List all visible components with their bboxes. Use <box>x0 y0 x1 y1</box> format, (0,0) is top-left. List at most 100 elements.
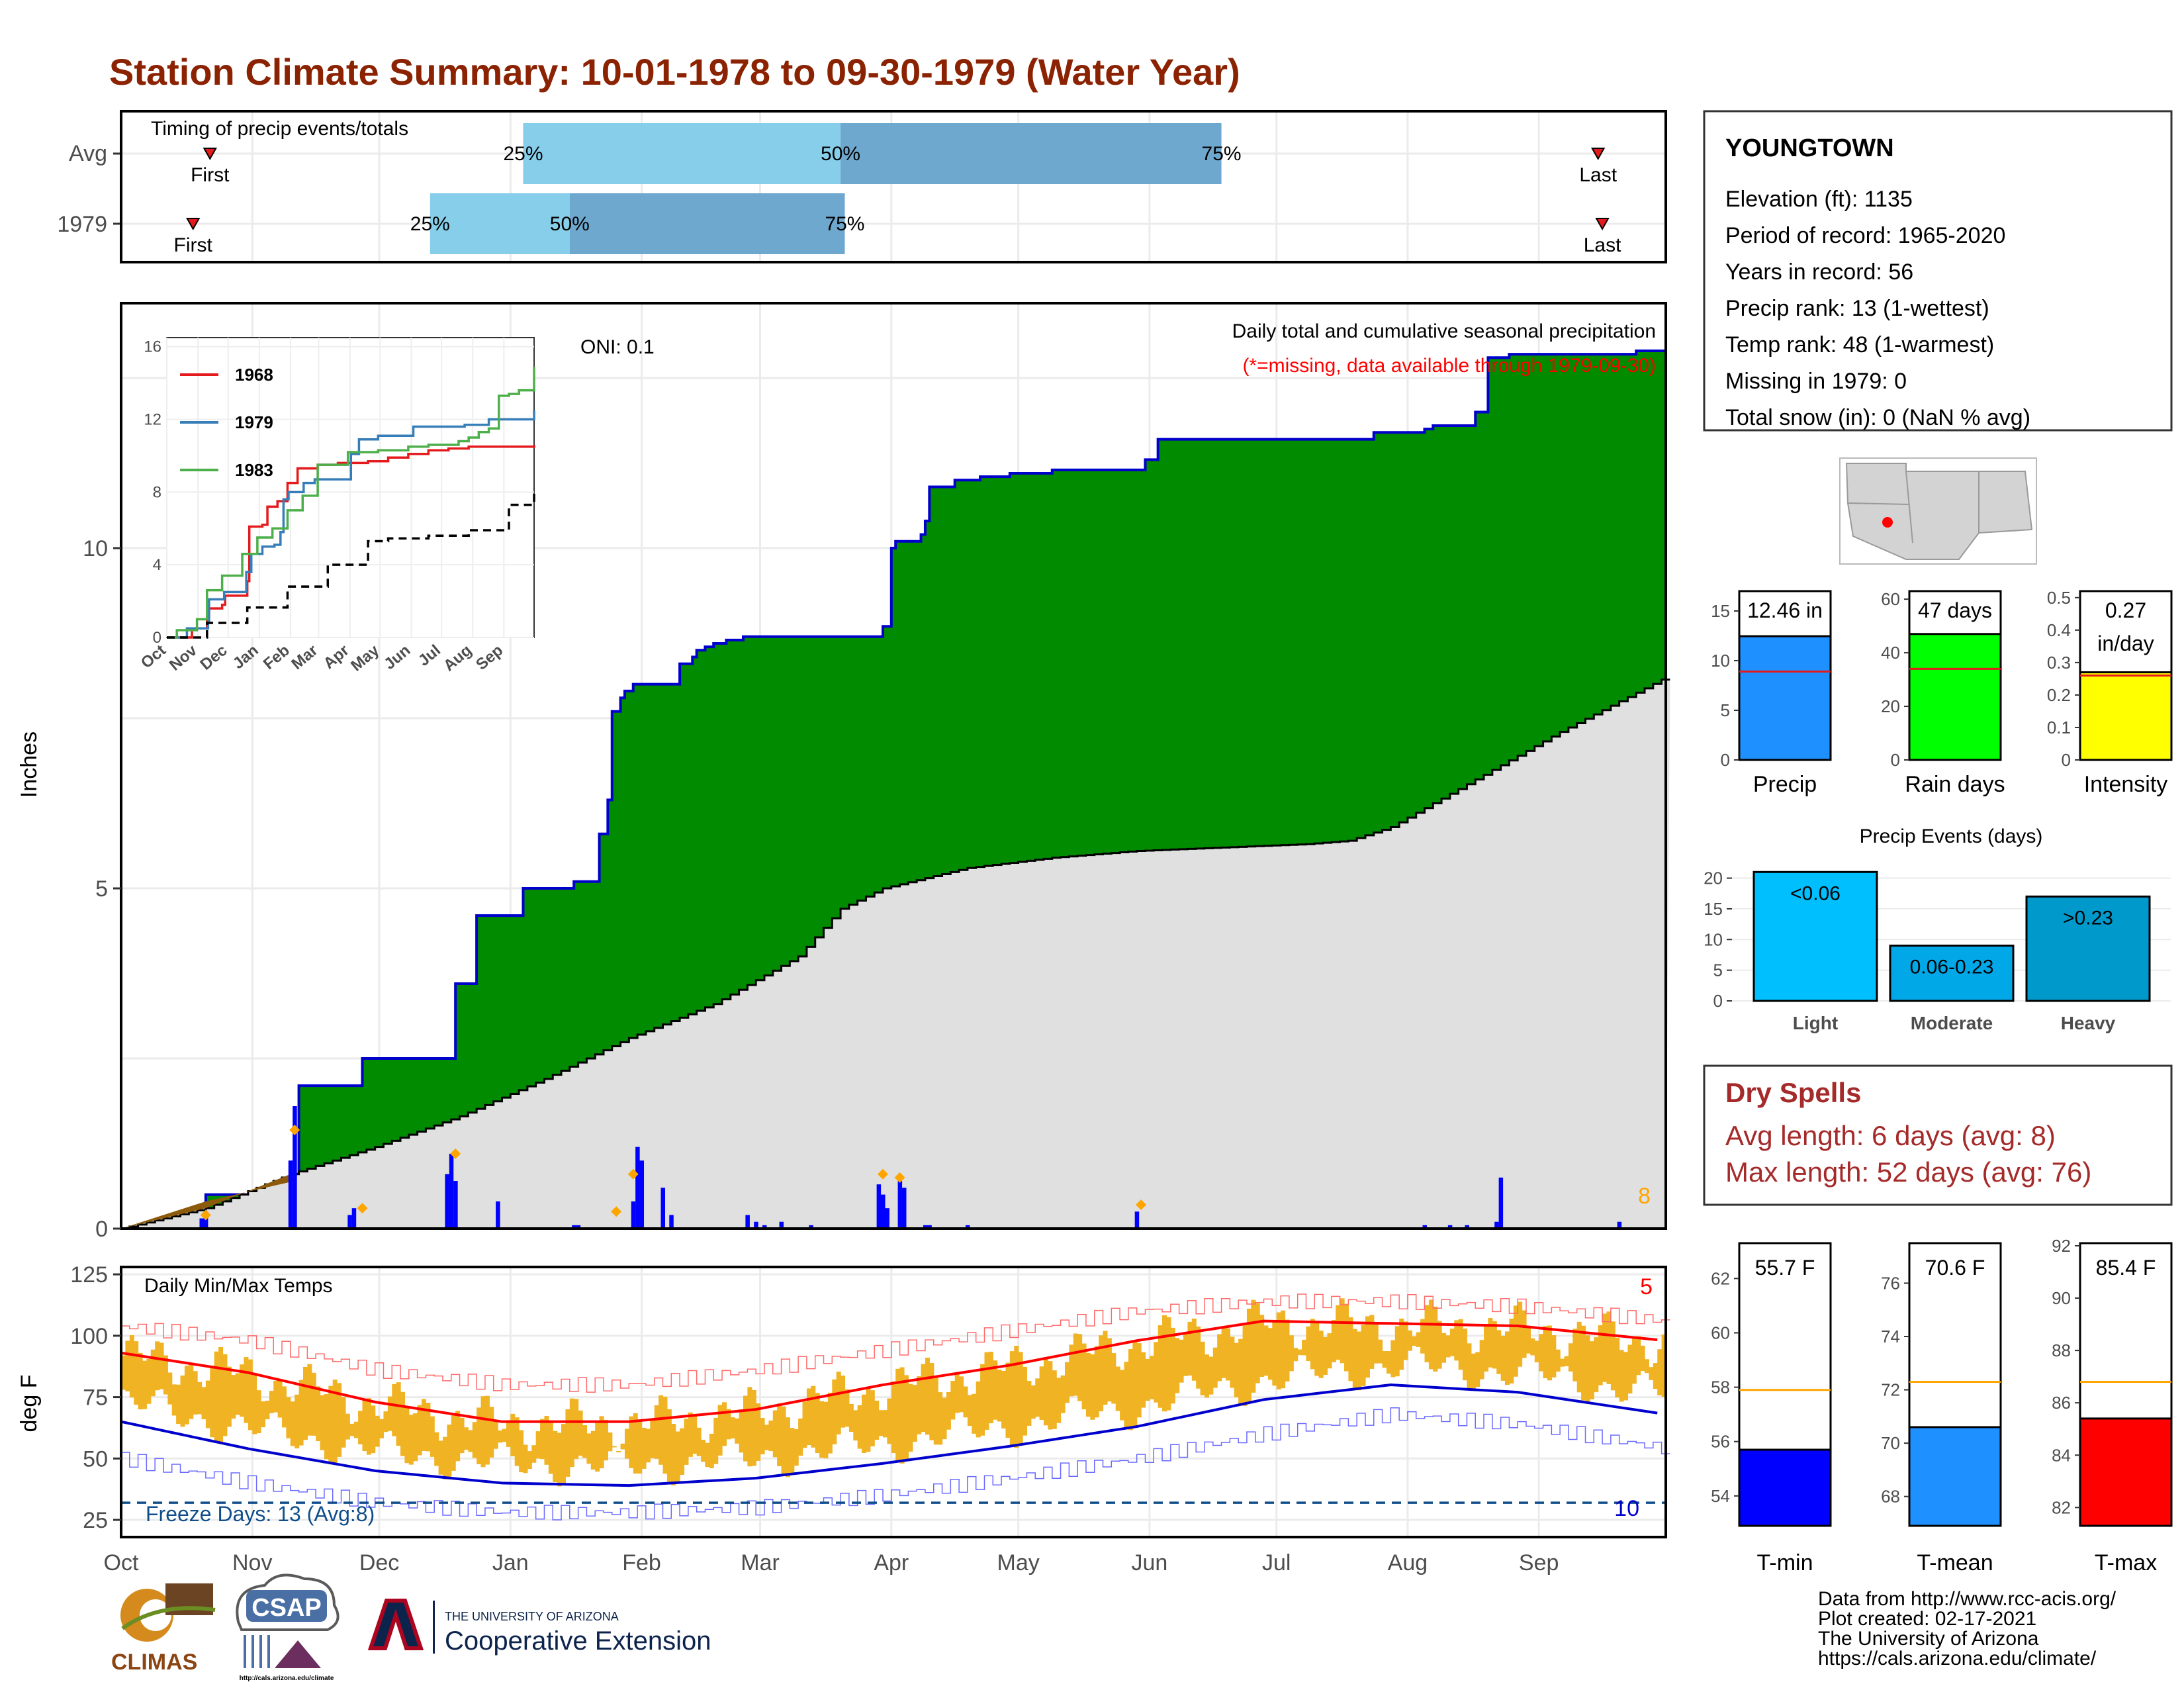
temp-summary-y-tick: 84 <box>2052 1445 2071 1465</box>
precip-event-bar <box>2025 895 2151 1002</box>
daily-temp-bar <box>1340 1298 1345 1364</box>
daily-temp-bar <box>548 1422 553 1474</box>
hot-day-count: 5 <box>1640 1274 1653 1299</box>
summary-bar <box>1738 635 1832 761</box>
daily-temp-bar <box>1357 1331 1362 1391</box>
temp-summary-y-tick: 90 <box>2052 1288 2071 1308</box>
daily-precip-bar <box>885 1208 889 1229</box>
daily-temp-bar <box>514 1417 520 1466</box>
daily-temp-bar <box>349 1423 355 1436</box>
daily-precip-bar <box>1494 1221 1499 1229</box>
daily-temp-bar <box>633 1413 638 1474</box>
timing-p25-label: 25% <box>410 213 450 235</box>
daily-temp-bar <box>1373 1324 1379 1364</box>
station-line: Elevation (ft): 1135 <box>1725 187 1913 212</box>
daily-temp-bar <box>684 1419 689 1465</box>
daily-precip-bar <box>1447 1225 1453 1229</box>
events-y-tick: 15 <box>1704 899 1723 919</box>
precip-event-category-label: Heavy <box>2061 1013 2116 1033</box>
daily-temp-bar <box>557 1432 562 1487</box>
precip-deficit-area <box>121 1172 295 1229</box>
daily-temp-bar <box>1437 1321 1442 1369</box>
temp-y-tick: 100 <box>70 1324 108 1349</box>
temp-summary-bar <box>1908 1426 2002 1527</box>
precip-event-bar <box>1889 945 2015 1002</box>
temp-summary-y-tick: 70 <box>1881 1433 1900 1453</box>
precip-event-category-label: Light <box>1793 1013 1838 1033</box>
temp-summary-y-tick: 56 <box>1711 1432 1730 1452</box>
daily-temp-bar <box>1064 1362 1069 1403</box>
daily-temp-bar <box>921 1364 926 1432</box>
daily-temp-bar <box>899 1367 905 1464</box>
daily-temp-bar <box>645 1429 651 1463</box>
last-event-label: Last <box>1579 164 1617 186</box>
events-y-tick: 20 <box>1704 868 1723 888</box>
daily-temp-bar <box>1115 1366 1120 1411</box>
daily-temp-bar <box>1297 1349 1302 1356</box>
daily-temp-bar <box>586 1433 592 1464</box>
daily-temp-bar <box>375 1415 380 1447</box>
month-tick-label: Jul <box>1262 1550 1291 1575</box>
daily-precip-bar <box>897 1181 903 1229</box>
temp-panel: 25 50 75 100 125 deg F Daily Min/Max Temps F… <box>17 1262 1670 1538</box>
daily-temp-bar <box>1221 1326 1226 1378</box>
cumulative-precip-line <box>121 349 1666 1230</box>
summary-y-tick: 15 <box>1711 601 1730 621</box>
daily-temp-bar <box>1208 1356 1214 1395</box>
daily-temp-bar <box>358 1411 363 1444</box>
daily-temp-bar <box>848 1403 854 1432</box>
daily-temp-bar <box>1234 1342 1239 1397</box>
avg-max-line <box>120 1319 1658 1423</box>
daily-temp-bar <box>447 1425 452 1478</box>
temp-summary-category-label: T-mean <box>1917 1550 1993 1575</box>
summary-category-label: Intensity <box>2084 772 2168 797</box>
daily-temp-bar <box>426 1403 431 1452</box>
temp-summary-y-tick: 92 <box>2052 1236 2071 1256</box>
missing-data-note: (*=missing, data available through 1979-… <box>1242 355 1656 377</box>
daily-temp-bar <box>1094 1346 1099 1418</box>
daily-temp-bar <box>866 1387 871 1452</box>
daily-temp-bar <box>1136 1343 1142 1418</box>
daily-temp-bar <box>972 1393 977 1434</box>
daily-temp-bar <box>302 1366 308 1440</box>
daily-temp-bar <box>1475 1352 1480 1387</box>
heavy-precip-marker <box>357 1203 368 1214</box>
daily-temp-bar <box>1640 1345 1645 1372</box>
oni-label: ONI: 0.1 <box>580 336 655 358</box>
footer-line: Data from http://www.rcc-acis.org/ <box>1818 1588 2116 1610</box>
station-name: YOUNGTOWN <box>1725 134 1894 162</box>
inset-legend-label: 1968 <box>235 365 273 385</box>
daily-temp-bar <box>472 1422 477 1458</box>
daily-temp-bar <box>281 1386 287 1428</box>
daily-precip-bar <box>639 1160 645 1229</box>
dry-spells-avg: Avg length: 6 days (avg: 8) <box>1725 1120 2056 1151</box>
daily-temp-bar <box>908 1383 913 1452</box>
daily-temp-bar <box>1285 1319 1290 1382</box>
heavy-precip-marker <box>450 1148 461 1159</box>
timing-bar-q2 <box>841 123 1222 184</box>
daily-temp-bar <box>963 1386 968 1418</box>
precip-event-range-label: >0.23 <box>2063 907 2113 929</box>
daily-temp-bar <box>802 1401 807 1448</box>
daily-temp-bar <box>574 1399 579 1459</box>
daily-temp-bar <box>1302 1339 1307 1356</box>
first-event-label: First <box>191 164 230 186</box>
precip-event-range-label: 0.06-0.23 <box>1910 957 1994 978</box>
station-line: Years in record: 56 <box>1725 259 1913 285</box>
daily-temp-bar <box>1048 1361 1053 1430</box>
daily-temp-bar <box>337 1383 342 1457</box>
summary-category-label: Precip <box>1753 772 1817 797</box>
temp-summary-bar <box>2079 1417 2173 1527</box>
temp-summary-y-tick: 76 <box>1881 1273 1900 1293</box>
daily-temp-bar <box>1627 1344 1633 1394</box>
daily-precip-bar <box>927 1225 932 1229</box>
daily-temp-bar <box>341 1397 346 1448</box>
inset-y-tick: 4 <box>153 556 161 574</box>
daily-temp-bar <box>1509 1318 1514 1384</box>
csap-logo: CSAP http://cals.arizona.edu/climate <box>236 1573 340 1682</box>
daily-temp-bar <box>1014 1345 1019 1448</box>
daily-temp-bar <box>1217 1334 1222 1382</box>
summary-bar <box>1908 633 2002 761</box>
daily-temp-bar <box>493 1421 498 1449</box>
daily-temp-bar <box>1623 1352 1629 1401</box>
